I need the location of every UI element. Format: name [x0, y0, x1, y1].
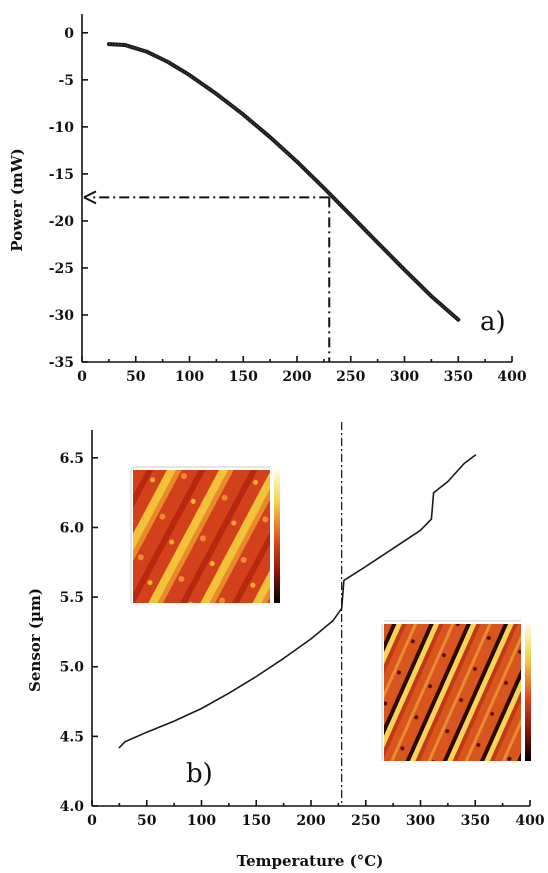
y-tick-label: -5 [58, 73, 74, 89]
x-tick-label: 400 [497, 369, 526, 385]
chart-b-series [118, 454, 477, 749]
x-tick-label: 300 [390, 369, 419, 385]
chart-b-ticks: 0 50 100 150 200 250 300 350 400 4.0 4.5 5.0 5.5 6.0 6… [60, 451, 545, 829]
y-tick-label: 0 [64, 26, 74, 42]
y-tick-label: -20 [49, 214, 75, 230]
chart-a-series [106, 42, 461, 322]
x-tick-label: 250 [336, 369, 365, 385]
x-tick-label: 50 [137, 813, 157, 829]
chart-a-ticks: 0 50 100 150 200 250 300 350 400 0 -5 -10 -15 -20 -25 -… [49, 26, 527, 385]
y-tick-label: -35 [49, 355, 74, 371]
series-line [118, 454, 477, 749]
x-tick-label: 50 [126, 369, 146, 385]
x-tick-label: 100 [187, 813, 216, 829]
x-tick-label: 350 [461, 813, 490, 829]
y-tick-label: 6.5 [60, 451, 84, 467]
y-tick-label: 4.5 [60, 729, 84, 745]
y-tick-label: 4.0 [60, 799, 85, 815]
afm-image-before [133, 470, 270, 603]
y-tick-label: -30 [49, 308, 75, 324]
y-tick-label: 6.0 [60, 520, 85, 536]
y-tick-label: -10 [49, 120, 75, 136]
afm-colorbar-before [274, 470, 280, 603]
afm-inset-bottom-right [373, 615, 543, 767]
x-tick-label: 400 [515, 813, 544, 829]
chart-b: 0 50 100 150 200 250 300 350 400 4.0 4.5 5.0 5.5 6.0 6… [26, 422, 545, 870]
x-tick-label: 250 [351, 813, 380, 829]
chart-b-x-axis-label: Temperature (°C) [237, 852, 384, 870]
series-line-texture [108, 43, 459, 321]
x-tick-label: 200 [282, 369, 311, 385]
chart-b-panel-label: b) [186, 759, 213, 789]
afm-image-after [384, 624, 521, 761]
chart-a-annotation [83, 190, 331, 362]
x-tick-label: 150 [242, 813, 271, 829]
y-tick-label: -25 [49, 261, 74, 277]
chart-a-panel-label: a) [480, 307, 506, 337]
x-tick-label: 200 [296, 813, 325, 829]
afm-colorbar-after [525, 624, 531, 761]
x-tick-label: 0 [77, 369, 87, 385]
x-tick-label: 350 [444, 369, 473, 385]
x-tick-label: 100 [175, 369, 204, 385]
series-line [106, 42, 461, 322]
annotation-arrowhead [83, 190, 97, 205]
afm-inset-top-left [120, 465, 288, 608]
y-tick-label: 5.0 [60, 660, 85, 676]
y-tick-label: -15 [49, 167, 74, 183]
x-tick-label: 150 [229, 369, 258, 385]
x-tick-label: 0 [87, 813, 97, 829]
chart-a-y-axis-label: Power (mW) [8, 148, 26, 251]
chart-a: 0 50 100 150 200 250 300 350 400 0 -5 -10 -15 -20 -25 -… [8, 14, 527, 385]
chart-b-y-axis-label: Sensor (µm) [26, 588, 44, 692]
y-tick-label: 5.5 [60, 590, 84, 606]
x-tick-label: 300 [406, 813, 435, 829]
